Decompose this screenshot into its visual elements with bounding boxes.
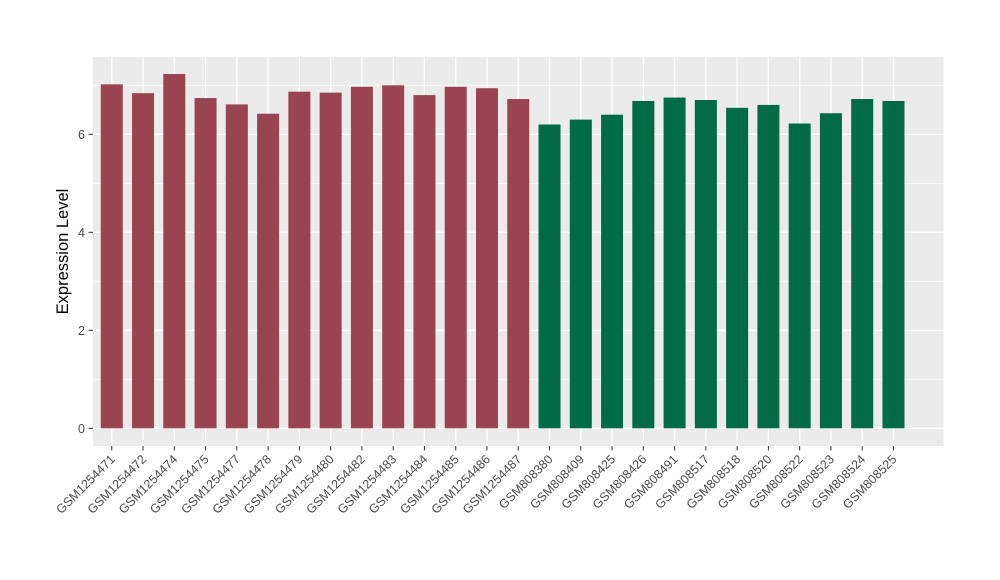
bar-GSM1254477 xyxy=(225,104,248,429)
bar-GSM1254475 xyxy=(194,98,217,429)
bar-GSM808524 xyxy=(851,99,874,429)
bar-GSM1254487 xyxy=(507,99,530,429)
bar-GSM1254484 xyxy=(413,95,436,429)
bar-GSM808520 xyxy=(757,104,780,429)
bar-GSM1254472 xyxy=(132,93,155,429)
bar-GSM808380 xyxy=(538,124,561,429)
y-tick-label-0: 0 xyxy=(78,422,85,436)
bar-GSM808409 xyxy=(569,119,592,429)
bar-GSM808491 xyxy=(663,97,686,429)
bar-GSM808525 xyxy=(882,100,905,429)
bar-GSM1254480 xyxy=(319,92,342,429)
bar-GSM808522 xyxy=(788,123,811,429)
bar-GSM1254482 xyxy=(350,86,373,429)
bar-GSM808517 xyxy=(694,100,717,429)
y-tick-label-2: 2 xyxy=(78,324,85,338)
bar-GSM1254474 xyxy=(163,74,186,429)
bar-GSM808518 xyxy=(726,107,749,429)
bar-GSM1254485 xyxy=(444,86,467,429)
bar-GSM808426 xyxy=(632,100,655,429)
bar-GSM1254486 xyxy=(475,88,498,429)
y-axis-title: Expression Level xyxy=(54,189,72,315)
bar-GSM1254483 xyxy=(382,85,405,429)
bar-GSM1254471 xyxy=(100,84,123,429)
bar-GSM808425 xyxy=(601,114,624,429)
bar-GSM1254479 xyxy=(288,91,311,429)
y-tick-label-6: 6 xyxy=(78,128,85,142)
bar-GSM808523 xyxy=(819,113,842,429)
y-tick-label-4: 4 xyxy=(78,226,85,240)
bar-GSM1254478 xyxy=(257,113,280,429)
